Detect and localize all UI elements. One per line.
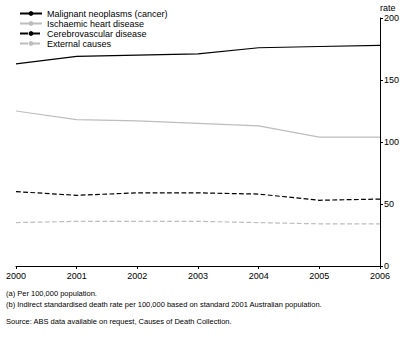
svg-text:Source: ABS data available on: Source: ABS data available on request, C… xyxy=(6,317,232,326)
svg-text:2002: 2002 xyxy=(127,271,147,281)
svg-text:2004: 2004 xyxy=(249,271,269,281)
svg-text:2003: 2003 xyxy=(188,271,208,281)
svg-text:100: 100 xyxy=(384,137,399,147)
svg-text:rate: rate xyxy=(380,3,396,13)
svg-text:200: 200 xyxy=(384,13,399,23)
svg-text:(a) Per 100,000 population.: (a) Per 100,000 population. xyxy=(6,289,97,298)
svg-text:External causes: External causes xyxy=(47,39,112,49)
svg-text:50: 50 xyxy=(384,199,394,209)
svg-text:Malignant neoplasms (cancer): Malignant neoplasms (cancer) xyxy=(47,9,168,19)
svg-text:Cerebrovascular disease: Cerebrovascular disease xyxy=(47,29,147,39)
svg-text:(b) Indirect standardised deat: (b) Indirect standardised death rate per… xyxy=(6,300,322,309)
svg-text:150: 150 xyxy=(384,75,399,85)
svg-text:0: 0 xyxy=(384,261,389,271)
svg-text:2001: 2001 xyxy=(67,271,87,281)
svg-text:2006: 2006 xyxy=(370,271,390,281)
svg-text:2000: 2000 xyxy=(6,271,26,281)
svg-text:2005: 2005 xyxy=(309,271,329,281)
svg-text:Ischaemic heart disease: Ischaemic heart disease xyxy=(47,19,144,29)
